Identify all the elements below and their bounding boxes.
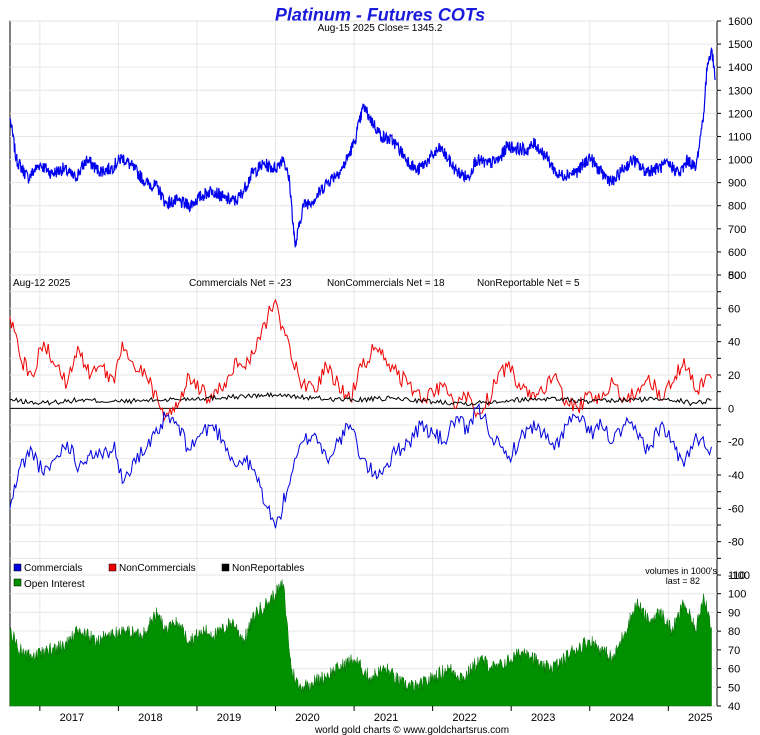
y-tick-label: 1100: [728, 131, 752, 143]
y-tick-label: 1400: [728, 62, 752, 74]
oi-axis: 40 50 60 70 80 90 100 110: [717, 570, 746, 713]
legend-swatch-open-interest: [13, 578, 22, 587]
chart-title: Platinum - Futures COTs: [275, 5, 485, 25]
x-tick-label: 2020: [295, 712, 319, 724]
cot-panel: -100 -80 -60 -40 -20 0 20 40 60 80 Aug-12 2025 Co…: [9, 270, 750, 582]
x-tick-label: 2024: [609, 712, 633, 724]
y-tick-label: 800: [728, 201, 746, 213]
y-tick-label: 40: [728, 701, 740, 713]
x-tick-label: 2017: [60, 712, 84, 724]
y-tick-label: -40: [728, 470, 744, 482]
volumes-note: volumes in 1000's: [645, 566, 717, 576]
y-tick-label: 70: [728, 645, 740, 657]
x-tick-label: 2025: [688, 712, 712, 724]
footer-credit: world gold charts © www.goldchartsrus.co…: [314, 725, 509, 735]
y-tick-label: 50: [728, 682, 740, 694]
cot-date: Aug-12 2025: [13, 278, 71, 289]
y-tick-label: 60: [728, 664, 740, 676]
y-tick-label: 80: [728, 270, 740, 282]
legend-label-nonreportables: NonReportables: [232, 563, 304, 574]
open-interest-area: [9, 579, 712, 707]
y-tick-label: 60: [728, 303, 740, 315]
y-tick-label: 700: [728, 224, 746, 236]
y-tick-label: 0: [728, 403, 734, 415]
y-tick-label: 40: [728, 337, 740, 349]
y-tick-label: 20: [728, 370, 740, 382]
y-tick-label: 110: [728, 570, 746, 582]
y-tick-label: 1000: [728, 155, 752, 167]
x-tick-label: 2022: [452, 712, 476, 724]
commercials-readout: Commercials Net = -23: [189, 278, 292, 289]
y-tick-label: 500: [728, 270, 746, 282]
x-tick-label: 2019: [217, 712, 241, 724]
y-tick-label: -100: [728, 570, 750, 582]
price-axis: 500 600 700 800 900 1000 1100 1200 1300 1400 1500 1…: [717, 16, 752, 282]
price-line: [9, 46, 716, 248]
y-tick-label: 1200: [728, 108, 752, 120]
x-tick-label: 2018: [138, 712, 162, 724]
legend-swatch-nonreportables: [221, 563, 230, 572]
noncommercials-readout: NonCommercials Net = 18: [327, 278, 445, 289]
y-tick-label: 80: [728, 626, 740, 638]
price-panel: 500 600 700 800 900 1000 1100 1200 1300 1400 1500 1…: [9, 16, 752, 282]
y-tick-label: 1600: [728, 16, 752, 28]
legend-label-open-interest: Open Interest: [24, 579, 85, 590]
noncommercials-line: [9, 298, 712, 423]
x-tick-label: 2023: [531, 712, 555, 724]
price-panel-frame: [9, 20, 718, 276]
last-note: last = 82: [666, 576, 700, 586]
nonreportables-readout: NonReportable Net = 5: [477, 278, 580, 289]
x-axis: 2017 2018 2019 2020 2021 2022 2023 2024 2025: [39, 706, 713, 724]
x-tick-label: 2021: [374, 712, 398, 724]
price-header: Aug-15 2025 Close= 1345.2: [318, 23, 443, 34]
y-tick-label: 90: [728, 607, 740, 619]
cot-legend: Commercials NonCommercials NonReportable…: [13, 563, 304, 574]
y-tick-label: 900: [728, 178, 746, 190]
y-tick-label: 100: [728, 589, 746, 601]
nonreportables-line: [9, 391, 712, 407]
legend-label-noncommercials: NonCommercials: [119, 563, 196, 574]
legend-swatch-noncommercials: [108, 563, 117, 572]
y-tick-label: -80: [728, 537, 744, 549]
y-tick-label: 1300: [728, 85, 752, 97]
y-tick-label: 600: [728, 247, 746, 259]
legend-label-commercials: Commercials: [24, 563, 82, 574]
y-tick-label: -20: [728, 437, 744, 449]
commercials-line: [9, 402, 712, 529]
y-tick-label: -60: [728, 503, 744, 515]
legend-swatch-commercials: [13, 563, 22, 572]
y-tick-label: 1500: [728, 39, 752, 51]
open-interest-panel: 40 50 60 70 80 90 100 110 Open Interest last = …: [9, 570, 746, 713]
cot-axis: -100 -80 -60 -40 -20 0 20 40 60 80: [717, 270, 750, 582]
